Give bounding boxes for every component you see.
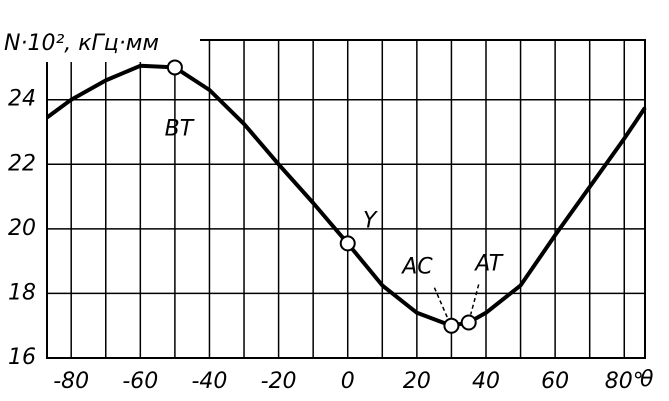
y-tick-label: 20	[8, 216, 36, 241]
data-line	[45, 63, 647, 328]
marker-point	[443, 317, 460, 334]
marker-point	[460, 314, 477, 331]
leader-line	[469, 284, 480, 315]
x-tick-label: 80°	[605, 369, 644, 394]
leader-line	[433, 287, 449, 319]
x-tick-label: 20	[403, 369, 431, 394]
title-bg	[0, 22, 200, 62]
y-tick-label: 22	[8, 151, 36, 176]
y-tick-label: 16	[8, 345, 36, 370]
x-tick-label: -40	[191, 369, 227, 394]
marker-label: AT	[473, 251, 503, 276]
marker-label: BT	[165, 116, 195, 141]
marker-point	[166, 59, 183, 76]
x-axis-title: θ	[640, 367, 654, 392]
y-axis-title: N·10², кГц·мм	[4, 31, 159, 56]
x-tick-label: 60	[541, 369, 569, 394]
y-tick-label: 18	[8, 280, 36, 305]
y-tick-label: 24	[8, 87, 36, 112]
marker-label: Y	[363, 208, 378, 233]
marker-label: AC	[400, 255, 433, 280]
x-tick-label: -80	[53, 369, 89, 394]
x-tick-label: -20	[261, 369, 297, 394]
x-tick-label: -60	[122, 369, 158, 394]
x-tick-label: 0	[341, 369, 355, 394]
grid	[47, 40, 645, 359]
marker-point	[339, 235, 356, 252]
x-tick-label: 40	[472, 369, 500, 394]
